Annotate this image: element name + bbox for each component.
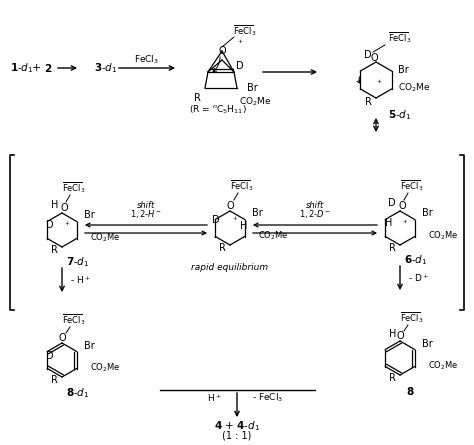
Text: D: D xyxy=(236,61,244,71)
Text: - H$^+$: - H$^+$ xyxy=(70,274,91,286)
Text: - FeCl$_3$: - FeCl$_3$ xyxy=(252,392,283,404)
Text: O: O xyxy=(370,53,378,63)
Text: CO$_2$Me: CO$_2$Me xyxy=(258,230,289,242)
Text: Br: Br xyxy=(422,208,433,218)
Text: FeCl$_3$: FeCl$_3$ xyxy=(135,54,160,66)
Text: $\mathbf{7}$-$d_1$: $\mathbf{7}$-$d_1$ xyxy=(66,255,90,269)
Text: Br: Br xyxy=(252,208,263,218)
Text: Br: Br xyxy=(247,83,258,93)
Text: D: D xyxy=(46,351,54,361)
Text: Br: Br xyxy=(422,339,433,349)
Text: $1,2$-H$^-$: $1,2$-H$^-$ xyxy=(130,208,162,220)
Text: R: R xyxy=(389,373,395,383)
Text: $^+$: $^+$ xyxy=(231,215,238,224)
Text: shift: shift xyxy=(137,202,155,210)
Text: $\mathbf{6}$-$d_1$: $\mathbf{6}$-$d_1$ xyxy=(404,253,428,267)
Text: H: H xyxy=(51,200,58,210)
Text: $^+$: $^+$ xyxy=(375,78,383,88)
Text: shift: shift xyxy=(306,202,324,210)
Text: D: D xyxy=(388,198,396,208)
Text: O: O xyxy=(226,201,234,211)
Text: CO$_2$Me: CO$_2$Me xyxy=(239,96,272,108)
Text: D: D xyxy=(46,220,54,230)
Text: Br: Br xyxy=(398,65,409,75)
Text: H$^+$: H$^+$ xyxy=(207,392,222,404)
Text: Br: Br xyxy=(84,341,95,351)
Text: H: H xyxy=(240,221,247,231)
Text: +: + xyxy=(31,63,41,73)
Text: D: D xyxy=(364,50,372,60)
Text: $^+$: $^+$ xyxy=(64,221,71,230)
Text: $\overline{\rm FeCl}_3$: $\overline{\rm FeCl}_3$ xyxy=(400,311,424,325)
Text: (1 : 1): (1 : 1) xyxy=(222,431,252,441)
Text: $\overline{\rm FeCl}_3$: $\overline{\rm FeCl}_3$ xyxy=(62,181,86,195)
Text: O: O xyxy=(60,203,68,213)
Text: R: R xyxy=(389,243,395,253)
Text: $\mathbf{2}$: $\mathbf{2}$ xyxy=(44,62,52,74)
Text: CO$_2$Me: CO$_2$Me xyxy=(90,362,120,374)
Text: CO$_2$Me: CO$_2$Me xyxy=(398,82,430,94)
Text: - D$^+$: - D$^+$ xyxy=(408,272,429,284)
Text: $\overline{\rm FeCl}_3$: $\overline{\rm FeCl}_3$ xyxy=(388,31,411,45)
Text: R: R xyxy=(51,245,57,255)
Text: R: R xyxy=(219,243,226,253)
Text: D: D xyxy=(212,215,220,225)
Text: $\overline{\rm FeCl}_3$: $\overline{\rm FeCl}_3$ xyxy=(400,179,424,193)
Text: O: O xyxy=(218,46,226,56)
Text: Br: Br xyxy=(84,210,95,220)
Text: CO$_2$Me: CO$_2$Me xyxy=(428,360,458,372)
Text: $\overline{\rm FeCl}_3$: $\overline{\rm FeCl}_3$ xyxy=(62,313,86,327)
Text: H: H xyxy=(389,329,396,339)
Text: $\mathbf{5}$-$d_1$: $\mathbf{5}$-$d_1$ xyxy=(388,108,411,122)
Text: $\overline{\rm FeCl}_3$: $\overline{\rm FeCl}_3$ xyxy=(233,24,257,38)
Text: CO$_2$Me: CO$_2$Me xyxy=(428,230,458,242)
Text: O: O xyxy=(396,331,404,341)
Text: $\mathbf{1}$-$d_1$: $\mathbf{1}$-$d_1$ xyxy=(10,61,34,75)
Text: $\mathbf{8}$: $\mathbf{8}$ xyxy=(406,385,414,397)
Text: $\overline{\rm FeCl}_3$: $\overline{\rm FeCl}_3$ xyxy=(230,179,254,193)
Text: O: O xyxy=(398,201,406,211)
Text: $1,2$-D$^-$: $1,2$-D$^-$ xyxy=(299,208,331,220)
Text: H: H xyxy=(384,218,392,228)
Text: CO$_2$Me: CO$_2$Me xyxy=(90,232,120,244)
Text: $^+$: $^+$ xyxy=(236,39,244,48)
Text: (R = $^n$C$_5$H$_{11}$): (R = $^n$C$_5$H$_{11}$) xyxy=(189,104,247,116)
Text: rapid equilibrium: rapid equilibrium xyxy=(191,263,269,272)
Text: O: O xyxy=(58,333,66,343)
Text: R: R xyxy=(193,93,201,103)
Text: $\mathbf{3}$-$d_1$: $\mathbf{3}$-$d_1$ xyxy=(94,61,118,75)
Text: $^+$: $^+$ xyxy=(401,218,409,227)
Text: $\mathbf{8}$-$d_1$: $\mathbf{8}$-$d_1$ xyxy=(66,386,90,400)
Text: R: R xyxy=(51,375,57,385)
Text: R: R xyxy=(365,97,372,107)
Text: $\mathbf{4}$ + $\mathbf{4}$-$d_1$: $\mathbf{4}$ + $\mathbf{4}$-$d_1$ xyxy=(214,419,260,433)
